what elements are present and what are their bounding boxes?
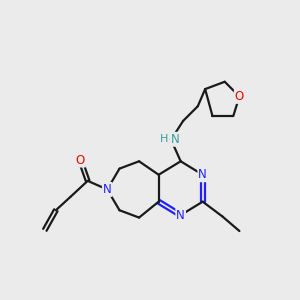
Text: N: N — [171, 133, 180, 146]
Text: N: N — [103, 183, 112, 196]
Text: N: N — [176, 208, 185, 222]
Text: N: N — [198, 168, 207, 181]
Text: O: O — [235, 90, 244, 103]
Text: O: O — [76, 154, 85, 166]
Text: H: H — [160, 134, 168, 144]
